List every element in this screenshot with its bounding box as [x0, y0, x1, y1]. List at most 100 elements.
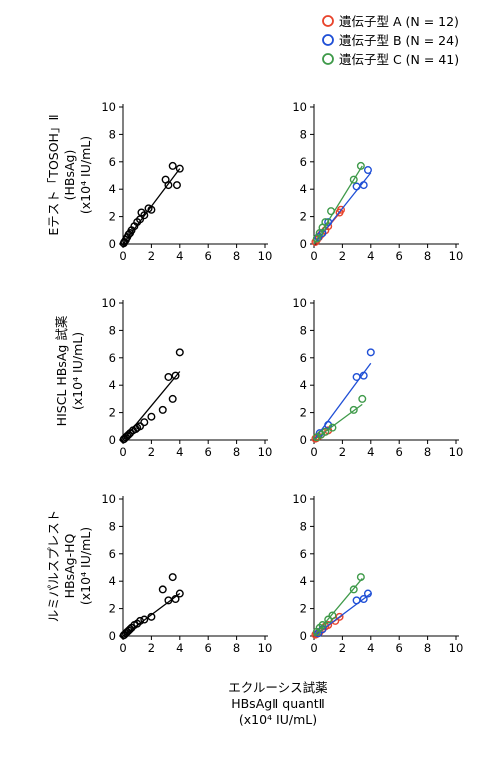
legend-marker-a [322, 15, 334, 27]
data-point [335, 612, 344, 621]
x-tick-label: 2 [148, 445, 155, 459]
y-tick-label: 10 [101, 492, 116, 506]
y-tick-label: 8 [300, 323, 307, 337]
data-point [359, 371, 368, 380]
data-point [136, 422, 145, 431]
legend-entry-a: 遺伝子型 A (N = 12) [322, 14, 459, 29]
row-label-3-line-3: (x10⁴ IU/mL) [78, 527, 93, 605]
data-point [175, 348, 184, 357]
panels: 0 2 4 6 8 10 0 2 4 6 8 10 0 2 4 6 8 10 0 2 4 6 8 10 0 2 4 6 8 10 0 2 4 6 8… [101, 100, 463, 655]
y-tick-label: 4 [300, 182, 307, 196]
x-tick-label: 0 [119, 249, 126, 263]
data-point [168, 573, 177, 582]
x-axis-title-line-1: エクルーシス試薬 [228, 680, 328, 695]
panel-3-1: 0 2 4 6 8 10 0 2 4 6 8 10 [101, 492, 272, 655]
y-tick-label: 6 [300, 155, 307, 169]
y-tick-label: 10 [292, 296, 307, 310]
data-point [164, 596, 173, 605]
y-tick-label: 0 [300, 433, 307, 447]
legend-marker-b [322, 34, 334, 46]
x-tick-label: 8 [424, 249, 431, 263]
row-label-3-line-1: ルミパルスプレスト [46, 510, 61, 623]
x-tick-label: 4 [367, 249, 374, 263]
x-tick-label: 10 [449, 249, 464, 263]
data-point [363, 589, 372, 598]
y-tick-label: 2 [109, 602, 116, 616]
x-tick-label: 6 [205, 641, 212, 655]
y-tick-label: 4 [300, 378, 307, 392]
y-tick-label: 2 [300, 210, 307, 224]
legend-entry-c: 遺伝子型 C (N = 41) [322, 52, 459, 67]
y-tick-label: 0 [109, 629, 116, 643]
y-tick-label: 2 [300, 406, 307, 420]
data-point [366, 348, 375, 357]
x-tick-label: 0 [310, 249, 317, 263]
data-point [358, 394, 367, 403]
y-tick-label: 10 [101, 100, 116, 114]
data-point [349, 585, 358, 594]
panel-3-2: 0 2 4 6 8 10 0 2 4 6 8 10 [292, 492, 463, 655]
y-tick-label: 6 [109, 351, 116, 365]
data-point [352, 182, 361, 191]
data-point [349, 175, 358, 184]
row-label-3: ルミパルスプレスト HBsAg-HQ (x10⁴ IU/mL) [46, 510, 93, 623]
y-tick-label: 8 [109, 519, 116, 533]
y-tick-label: 2 [300, 602, 307, 616]
y-tick-label: 0 [300, 629, 307, 643]
x-tick-label: 4 [367, 445, 374, 459]
x-tick-label: 10 [449, 445, 464, 459]
row-label-1-line-3: (x10⁴ IU/mL) [78, 136, 93, 214]
y-tick-label: 0 [109, 237, 116, 251]
y-tick-label: 4 [109, 378, 116, 392]
y-tick-label: 2 [109, 210, 116, 224]
data-point [349, 405, 358, 414]
y-tick-label: 6 [300, 351, 307, 365]
y-tick-label: 6 [109, 155, 116, 169]
regression-line [313, 403, 363, 441]
x-tick-label: 10 [258, 445, 273, 459]
regression-line [122, 593, 181, 637]
y-tick-label: 8 [109, 127, 116, 141]
x-tick-label: 0 [119, 445, 126, 459]
row-label-2-line-2: (x10⁴ IU/mL) [70, 332, 85, 410]
y-tick-label: 10 [292, 492, 307, 506]
data-point [328, 611, 337, 620]
x-tick-label: 6 [205, 445, 212, 459]
x-tick-label: 10 [258, 641, 273, 655]
legend-label-c: 遺伝子型 C (N = 41) [339, 52, 459, 67]
legend-label-a: 遺伝子型 A (N = 12) [339, 14, 459, 29]
panel-2-1: 0 2 4 6 8 10 0 2 4 6 8 10 [101, 296, 272, 459]
row-label-1-line-1: Eテスト「TOSOH」Ⅱ [46, 114, 61, 235]
data-point [126, 625, 135, 634]
x-tick-label: 6 [396, 445, 403, 459]
data-point [175, 164, 184, 173]
y-tick-label: 4 [109, 574, 116, 588]
legend-label-b: 遺伝子型 B (N = 24) [339, 33, 459, 48]
row-label-1-line-2: (HBsAg) [62, 150, 77, 201]
y-tick-label: 8 [300, 519, 307, 533]
data-point [175, 589, 184, 598]
x-tick-label: 4 [176, 249, 183, 263]
data-point [359, 595, 368, 604]
panel-2-2: 0 2 4 6 8 10 0 2 4 6 8 10 [292, 296, 463, 459]
x-axis-title-line-2: HBsAgⅡ quantⅡ [231, 696, 325, 711]
x-tick-label: 6 [205, 249, 212, 263]
data-point [324, 621, 333, 630]
y-tick-label: 2 [109, 406, 116, 420]
data-point [140, 418, 149, 427]
y-tick-label: 0 [109, 433, 116, 447]
data-point [321, 218, 330, 227]
data-point [172, 181, 181, 190]
x-tick-label: 8 [233, 641, 240, 655]
x-tick-label: 2 [148, 249, 155, 263]
data-point [158, 405, 167, 414]
y-tick-label: 10 [101, 296, 116, 310]
row-label-1: Eテスト「TOSOH」Ⅱ (HBsAg) (x10⁴ IU/mL) [46, 114, 93, 235]
data-point [324, 615, 333, 624]
data-point [171, 371, 180, 380]
x-tick-label: 6 [396, 641, 403, 655]
panel-1-2: 0 2 4 6 8 10 0 2 4 6 8 10 [292, 100, 463, 263]
x-tick-label: 0 [310, 641, 317, 655]
legend-entry-b: 遺伝子型 B (N = 24) [322, 33, 459, 48]
y-tick-label: 0 [300, 237, 307, 251]
